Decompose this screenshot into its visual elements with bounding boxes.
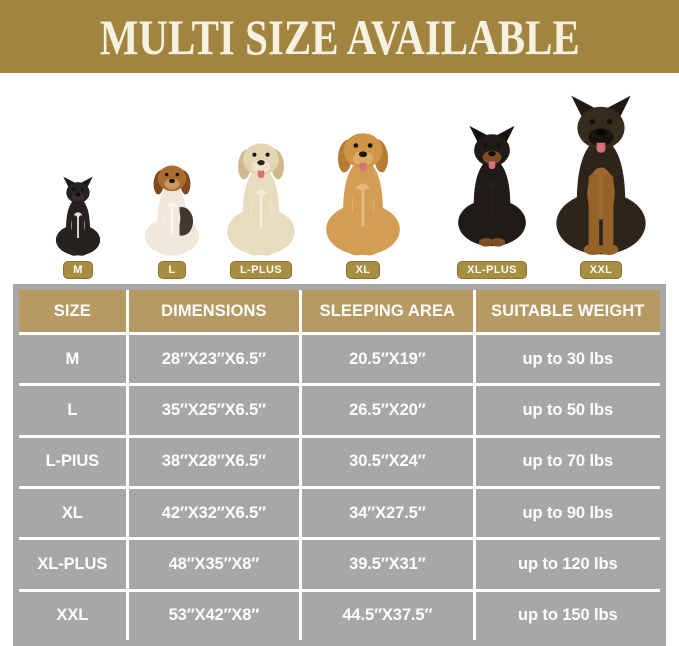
suitable-weight-cell: up to 30 lbs [475,335,660,384]
size-cell: XL [19,488,126,538]
sleeping-area-cell: 26.5″X20″ [302,386,473,435]
size-badge-l-plus: L-PLUS [229,261,293,279]
dimensions-cell: 48″X35″X8″ [128,540,300,589]
german-shepherd-icon [556,95,646,255]
suitable-weight-cell: up to 50 lbs [475,386,660,435]
size-cell: L [19,386,126,435]
dimensions-cell: 28″X23″X6.5″ [128,335,300,384]
dimensions-cell: 53″X42″X8″ [128,591,300,640]
golden-retriever-icon [326,133,400,256]
dimensions-cell: 42″X32″X6.5″ [128,488,300,538]
suitable-weight-cell: up to 70 lbs [475,437,660,486]
doberman-icon [458,125,526,247]
cream-golden-retriever-icon [227,143,295,256]
page-title: MULTI SIZE AVAILABLE [99,8,580,65]
size-badge-m: M [63,261,93,279]
size-table-grid: SIZE DIMENSIONS SLEEPING AREA SUITABLE WEIG… [19,290,660,640]
title-banner: MULTI SIZE AVAILABLE [0,0,679,73]
dog-figure-xl-plus: XL-PLUS [445,116,539,279]
dimensions-cell: 38″X28″X6.5″ [128,437,300,486]
size-badge-xxl: XXL [579,261,623,279]
size-badge-xl-plus: XL-PLUS [457,261,527,279]
size-cell: XXL [19,591,126,640]
sleeping-area-cell: 44.5″X37.5″ [302,591,473,640]
column-header-sleeping-area: SLEEPING AREA [302,290,473,332]
sleeping-area-cell: 34″X27.5″ [302,488,473,538]
dog-figure-l-plus: L-PLUS [212,134,310,279]
size-cell: L-PIUS [19,437,126,486]
beagle-icon [144,165,200,256]
french-bulldog-icon [55,176,101,256]
dimensions-cell: 35″X25″X6.5″ [128,386,300,435]
sleeping-area-cell: 30.5″X24″ [302,437,473,486]
dog-figure-l: L [132,158,212,279]
size-badge-xl: XL [345,261,381,279]
dog-figure-m: M [46,176,110,279]
dog-figure-xl: XL [309,123,417,279]
size-cell: XL-PLUS [19,540,126,589]
suitable-weight-cell: up to 150 lbs [475,591,660,640]
column-header-suitable-weight: SUITABLE WEIGHT [475,290,660,332]
dog-figure-xxl: XXL [539,94,663,279]
suitable-weight-cell: up to 120 lbs [475,540,660,589]
size-badge-l: L [158,261,186,279]
size-table: SIZE DIMENSIONS SLEEPING AREA SUITABLE WEIG… [13,284,666,646]
sleeping-area-cell: 39.5″X31″ [302,540,473,589]
sleeping-area-cell: 20.5″X19″ [302,335,473,384]
suitable-weight-cell: up to 90 lbs [475,488,660,538]
column-header-size: SIZE [19,290,126,332]
column-header-dimensions: DIMENSIONS [128,290,300,332]
size-cell: M [19,335,126,384]
